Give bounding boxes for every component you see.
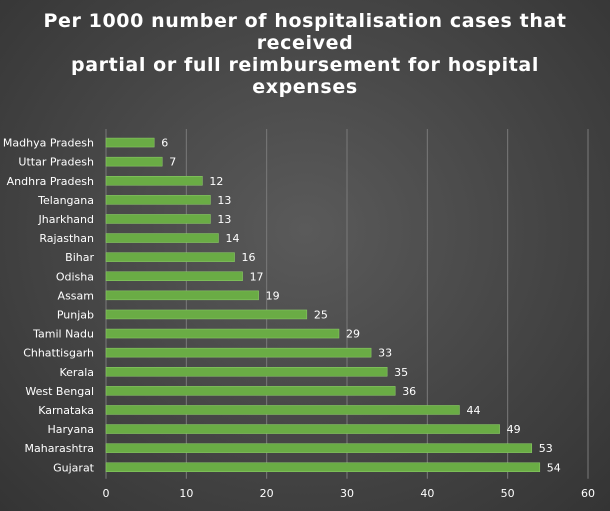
bar — [105, 252, 235, 262]
category-label: Chhattisgarh — [23, 347, 94, 360]
x-tick-label: 20 — [260, 487, 274, 500]
data-label: 29 — [346, 328, 360, 341]
bar — [105, 195, 211, 205]
data-label: 53 — [539, 442, 553, 455]
bar — [105, 156, 163, 167]
x-tick-label: 10 — [179, 487, 193, 500]
data-label: 54 — [547, 461, 561, 474]
x-axis-ticks: 0 10 20 30 40 50 60 — [103, 487, 596, 500]
data-label: 16 — [242, 251, 256, 264]
data-label: 49 — [507, 423, 521, 436]
category-label: Punjab — [57, 308, 94, 321]
bar — [105, 386, 396, 396]
category-label: Rajasthan — [39, 232, 94, 245]
data-label: 13 — [217, 194, 231, 207]
bar — [105, 233, 219, 243]
gridlines — [105, 129, 589, 479]
data-label: 14 — [225, 232, 239, 245]
bar — [105, 309, 308, 320]
category-label: Maharashtra — [25, 442, 95, 455]
category-label: Tamil Nadu — [32, 328, 94, 341]
chart-title: Per 1000 number of hospitalisation cases… — [0, 10, 610, 98]
bars — [105, 137, 541, 472]
bar — [105, 271, 243, 281]
bar — [105, 367, 388, 377]
category-label: Haryana — [48, 423, 95, 436]
data-label: 6 — [161, 137, 168, 150]
bar — [105, 462, 541, 472]
data-label: 25 — [314, 308, 328, 321]
category-label: West Bengal — [25, 385, 94, 398]
x-tick-label: 30 — [340, 487, 354, 500]
category-label: Assam — [58, 289, 94, 302]
chart-title-line-1: Per 1000 number of hospitalisation cases… — [43, 10, 567, 32]
bar — [105, 176, 203, 186]
category-label: Uttar Pradesh — [18, 156, 94, 169]
x-tick-label: 60 — [581, 487, 595, 500]
category-label: Karnataka — [38, 404, 94, 417]
data-label: 19 — [266, 289, 280, 302]
chart-title-line-2: received — [256, 32, 354, 54]
category-label: Madhya Pradesh — [3, 137, 94, 150]
bar — [105, 290, 259, 301]
category-label: Bihar — [65, 251, 94, 264]
x-tick-label: 50 — [501, 487, 515, 500]
bar — [105, 214, 211, 224]
bar — [105, 443, 533, 453]
category-label: Andhra Pradesh — [7, 175, 94, 188]
category-label: Gujarat — [53, 461, 95, 474]
data-label: 17 — [250, 270, 264, 283]
data-label: 33 — [378, 347, 392, 360]
bar — [105, 137, 155, 148]
data-label: 12 — [209, 175, 223, 188]
data-label: 36 — [402, 385, 416, 398]
x-tick-label: 40 — [420, 487, 434, 500]
bar — [105, 424, 500, 434]
bar — [105, 405, 460, 415]
data-label: 13 — [217, 213, 231, 226]
bar — [105, 347, 372, 358]
chart-title-line-3: partial or full reimbursement for hospit… — [71, 54, 539, 76]
data-label: 44 — [466, 404, 480, 417]
category-label: Jharkhand — [37, 213, 94, 226]
x-tick-label: 0 — [103, 487, 110, 500]
category-label: Odisha — [56, 270, 94, 283]
data-label: 35 — [394, 366, 408, 379]
bar — [105, 328, 340, 339]
category-label: Telangana — [37, 194, 94, 207]
category-labels: Madhya Pradesh Uttar Pradesh Andhra Prades… — [3, 137, 95, 475]
data-label: 7 — [169, 156, 176, 169]
chart-title-line-4: expenses — [252, 76, 358, 98]
category-label: Kerala — [60, 366, 95, 379]
